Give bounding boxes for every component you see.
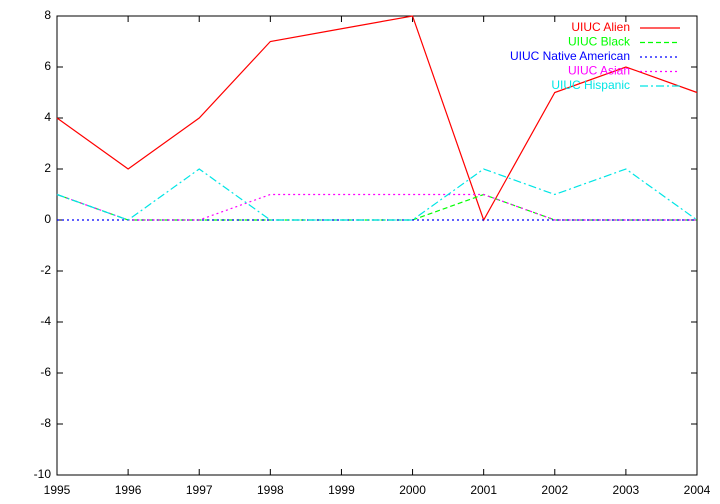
- y-tick-label: -8: [40, 416, 51, 430]
- y-tick-label: 6: [44, 59, 51, 73]
- x-tick-label: 1999: [328, 483, 355, 497]
- y-tick-label: 8: [44, 8, 51, 22]
- x-tick-label: 2003: [613, 483, 640, 497]
- legend-label: UIUC Alien: [571, 20, 630, 34]
- x-tick-label: 1997: [186, 483, 213, 497]
- series-line: [56, 193, 697, 221]
- x-tick-label: 1996: [115, 483, 142, 497]
- x-tick-label: 2004: [684, 483, 711, 497]
- series-line: [56, 15, 698, 222]
- legend-label: UIUC Black: [568, 35, 631, 49]
- series-line: [56, 193, 697, 221]
- y-tick-label: -10: [34, 467, 52, 481]
- x-tick-label: 2000: [399, 483, 426, 497]
- series-line: [56, 168, 698, 221]
- x-tick-label: 2002: [541, 483, 568, 497]
- y-tick-label: 2: [44, 161, 51, 175]
- legend-label: UIUC Asian: [568, 64, 630, 78]
- plot-border: [56, 15, 698, 476]
- legend-label: UIUC Hispanic: [551, 78, 630, 92]
- y-tick-label: -4: [40, 314, 51, 328]
- x-tick-label: 1998: [257, 483, 284, 497]
- y-tick-label: -6: [40, 365, 51, 379]
- y-tick-label: -2: [40, 263, 51, 277]
- y-tick-label: 4: [44, 110, 51, 124]
- x-tick-label: 2001: [470, 483, 497, 497]
- x-tick-label: 1995: [44, 483, 71, 497]
- y-tick-label: 0: [44, 212, 51, 226]
- legend-label: UIUC Native American: [510, 49, 630, 63]
